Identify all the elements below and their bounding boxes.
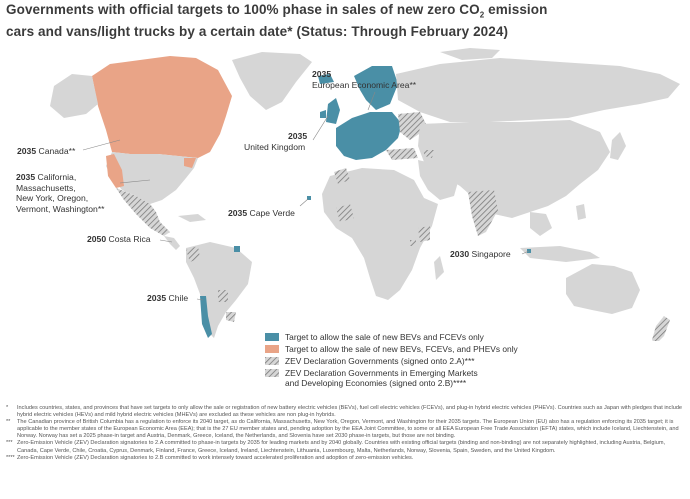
footnote-3: *** Zero-Emission Vehicle (ZEV) Declarati…: [6, 440, 666, 454]
leader-chile: [196, 298, 204, 301]
india-shape: [468, 190, 498, 236]
footnotes: * Includes countries, states, and provinc…: [6, 405, 686, 462]
label-eea: 2035 European Economic Area**: [312, 69, 417, 90]
greenland-shape: [232, 52, 312, 110]
us-west-coast-states: [106, 154, 124, 188]
uk-shape: [326, 98, 340, 124]
madagascar-shape: [434, 256, 444, 280]
africa-shape: [322, 168, 438, 300]
russia-shape: [396, 58, 680, 122]
scandinavia-shape: [354, 66, 398, 110]
world-map: [50, 48, 680, 341]
turkey-shape: [386, 148, 418, 160]
label-cape-verde: 2035 Cape Verde: [228, 208, 295, 218]
label-costa-rica: 2050 Costa Rica: [87, 234, 151, 244]
central-america-shape: [164, 236, 180, 250]
label-chile: 2035 Chile: [147, 293, 189, 303]
chile-shape: [200, 296, 212, 338]
europe-shape: [336, 112, 402, 160]
title-line-2: cars and vans/light trucks by a certain …: [6, 23, 509, 39]
leader-cape-verde: [299, 198, 309, 207]
label-uk: 2035 United Kingdom: [244, 131, 308, 152]
canada-shape: [92, 56, 232, 158]
uruguay-shape: [226, 312, 236, 322]
japan-shape: [610, 132, 626, 160]
label-singapore: 2030 Singapore: [450, 249, 511, 259]
legend-swatch-salmon: [265, 345, 279, 353]
footnote-2: ** The Canadian province of British Colum…: [6, 419, 679, 440]
colombia-shape: [186, 246, 200, 262]
middle-east-shape: [418, 160, 458, 200]
leader-eea: [367, 91, 376, 111]
title-line-1: Governments with official targets to 100…: [6, 2, 548, 20]
arctic-islands-shape: [440, 48, 500, 60]
leader-california: [119, 179, 151, 184]
paraguay-shape: [218, 290, 228, 302]
asia-shape: [418, 120, 610, 218]
legend-swatch-teal: [265, 333, 279, 341]
page-title: Governments with official targets to 100…: [6, 2, 686, 40]
footnote-4: **** Zero-Emission Vehicle (ZEV) Declarat…: [6, 454, 414, 461]
label-california: 2035 California, Massachusetts, New York…: [16, 172, 105, 214]
mexico-shape: [116, 188, 170, 236]
ireland-shape: [320, 110, 326, 118]
west-africa-hatch-shape: [336, 204, 354, 222]
usa-shape: [106, 152, 198, 204]
legend-swatch-hatch-a: [265, 357, 279, 365]
leader-canada: [82, 139, 121, 151]
caribbean-shape: [178, 214, 206, 222]
label-canada: 2035 Canada**: [17, 146, 76, 156]
australia-shape: [566, 264, 640, 314]
azerbaijan-shape: [424, 150, 434, 158]
southeast-asia-shape: [530, 212, 552, 236]
footnote-1: * Includes countries, states, and provinc…: [6, 405, 683, 419]
new-zealand-shape: [652, 316, 670, 341]
us-northeast-states: [184, 158, 196, 168]
leader-costa-rica: [159, 239, 173, 243]
kenya-shape: [418, 226, 430, 242]
legend-swatch-hatch-b: [265, 369, 279, 377]
philippines-shape: [576, 204, 586, 220]
indonesia-shape: [520, 246, 600, 262]
french-guiana-shape: [234, 246, 240, 252]
rwanda-shape: [410, 240, 416, 246]
morocco-shape: [334, 168, 350, 184]
iceland-shape: [318, 74, 334, 84]
leader-uk: [312, 115, 329, 141]
leader-singapore: [521, 250, 530, 255]
alaska-shape: [50, 74, 98, 118]
